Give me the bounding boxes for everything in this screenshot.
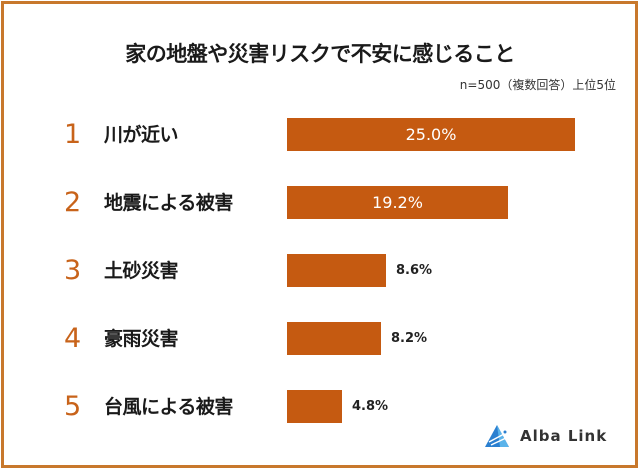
value-label: 4.8% (352, 399, 389, 414)
bar: 25.0% (287, 118, 575, 151)
category-label: 台風による被害 (104, 396, 233, 418)
rank-number: 5 (64, 391, 82, 422)
chart-title: 家の地盤や災害リスクで不安に感じること (125, 42, 515, 66)
logo: Alba Link (484, 423, 607, 449)
category-label: 土砂災害 (104, 260, 179, 282)
value-label: 25.0% (405, 125, 457, 144)
bar (287, 322, 381, 355)
value-label: 19.2% (372, 193, 423, 212)
category-label: 豪雨災害 (104, 328, 179, 350)
bar-row: 2 地震による被害 19.2% (0, 186, 640, 220)
bar-row: 1 川が近い 25.0% (0, 118, 640, 152)
sample-note: n=500（複数回答）上位5位 (459, 78, 616, 92)
alba-link-triangle-icon (485, 425, 509, 447)
bar (287, 390, 342, 423)
bar (287, 254, 386, 287)
rank-number: 3 (64, 255, 82, 286)
rank-number: 2 (64, 187, 82, 218)
rank-number: 1 (64, 119, 82, 150)
bar-row: 4.8% 5 台風による被害 (0, 390, 640, 424)
category-label: 地震による被害 (104, 192, 233, 214)
bar-row: 8.2% 4 豪雨災害 (0, 322, 640, 356)
bar: 19.2% (287, 186, 508, 219)
category-label: 川が近い (104, 124, 179, 146)
value-label: 8.2% (391, 331, 428, 346)
rank-number: 4 (64, 323, 82, 354)
bar-row: 8.6% 3 土砂災害 (0, 254, 640, 288)
value-label: 8.6% (396, 263, 433, 278)
logo-text: Alba Link (520, 427, 608, 445)
